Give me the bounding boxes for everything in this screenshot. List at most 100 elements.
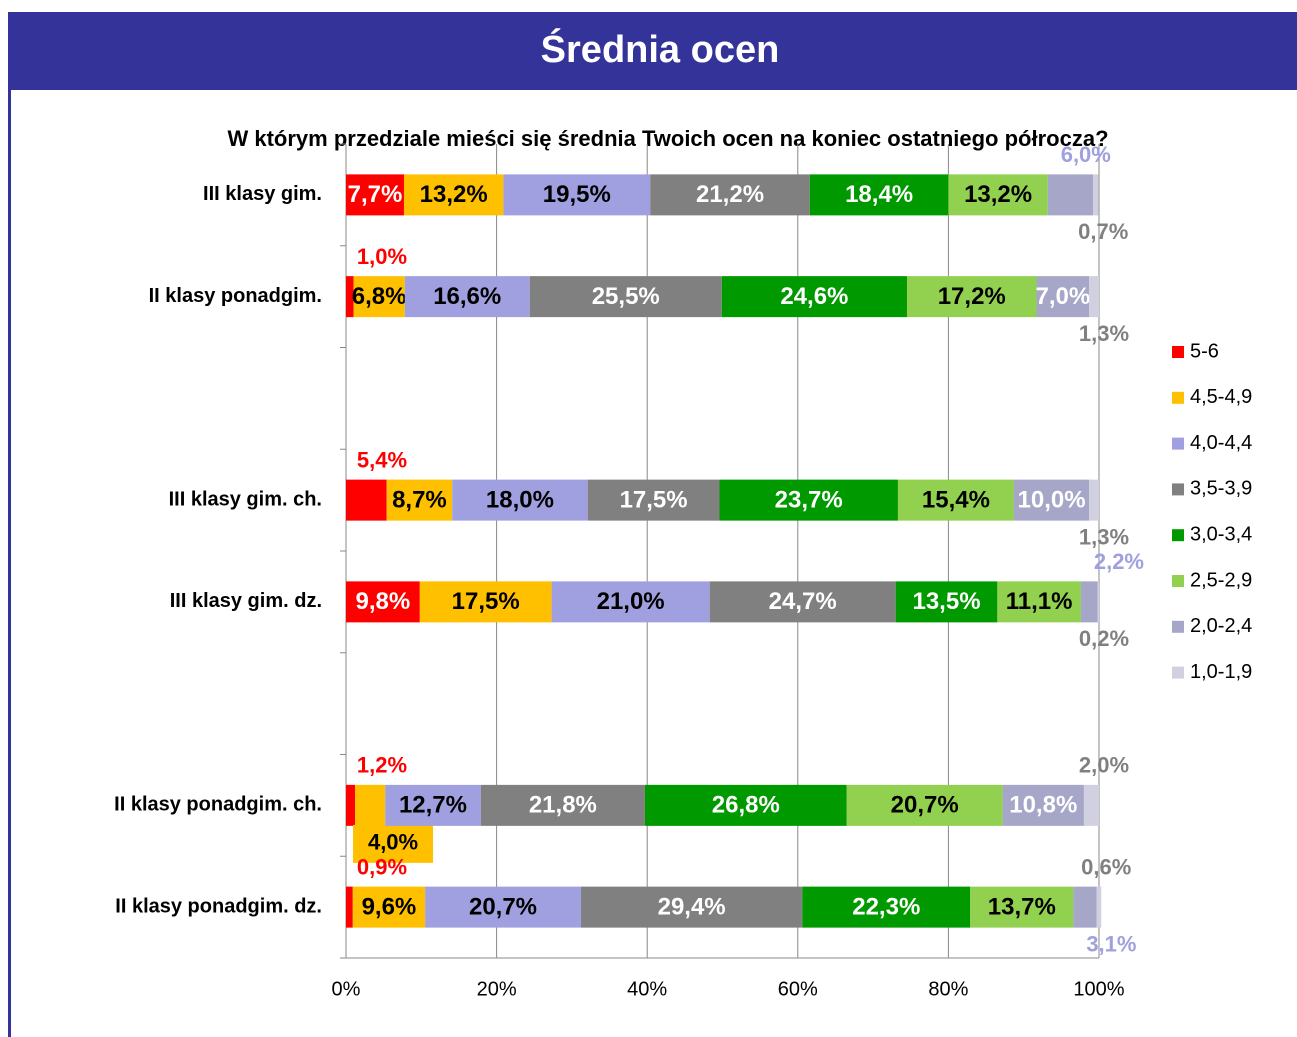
bar-segment xyxy=(346,784,356,826)
bar-segment xyxy=(353,276,405,318)
legend-label: 3,5-3,9 xyxy=(1190,478,1252,500)
value-label: 11,1% xyxy=(1006,588,1073,615)
bar-segment xyxy=(809,174,949,216)
bar-segment xyxy=(1089,479,1099,521)
value-label: 4,0% xyxy=(368,830,418,855)
legend-label: 5-6 xyxy=(1190,340,1219,362)
bar-segment xyxy=(721,276,907,318)
value-label: 3,1% xyxy=(1086,931,1136,956)
value-label: 25,5% xyxy=(592,283,660,310)
legend-swatch xyxy=(1172,346,1184,358)
bar-segment xyxy=(529,276,722,318)
bar-segment xyxy=(1013,479,1090,521)
category-label: II klasy ponadgim. dz. xyxy=(115,895,322,917)
legend-swatch xyxy=(1172,620,1184,633)
value-label: 2,0% xyxy=(1079,753,1129,778)
bar-segment xyxy=(1092,174,1099,216)
value-label: 18,0% xyxy=(486,486,554,513)
bar-segment xyxy=(1073,886,1097,928)
legend-label: 4,0-4,4 xyxy=(1190,432,1252,454)
bar-segment xyxy=(403,174,504,216)
legend-swatch xyxy=(1172,391,1184,404)
category-label: III klasy gim. dz. xyxy=(170,590,322,612)
value-label: 1,3% xyxy=(1079,321,1129,346)
bar-segment xyxy=(1002,784,1084,826)
bar-segment xyxy=(404,276,530,318)
bar-segment xyxy=(355,784,386,826)
value-label: 1,3% xyxy=(1079,524,1129,549)
bar-segment xyxy=(719,479,898,521)
bar-segment xyxy=(452,479,588,521)
bar-segment xyxy=(1097,581,1099,623)
x-tick-label: 0% xyxy=(332,978,361,1000)
value-label: 16,6% xyxy=(433,283,501,310)
bar-segment xyxy=(386,479,453,521)
legend-label: 1,0-1,9 xyxy=(1190,661,1252,683)
bar-segment xyxy=(846,784,1003,826)
bar-segment xyxy=(650,174,810,216)
value-label: 2,2% xyxy=(1094,549,1144,574)
value-label: 7,7% xyxy=(348,181,403,208)
value-label-box xyxy=(353,824,434,863)
bar-segment xyxy=(644,784,847,826)
bar-segment xyxy=(895,581,998,623)
value-label: 26,8% xyxy=(712,792,780,819)
category-label: III klasy gim. ch. xyxy=(169,488,322,510)
bar-segment xyxy=(352,886,426,928)
x-tick-label: 60% xyxy=(778,978,818,1000)
value-label: 9,8% xyxy=(356,588,411,615)
bar-segment xyxy=(425,886,581,928)
category-label: III klasy gim. xyxy=(203,183,322,205)
legend-swatch xyxy=(1172,575,1184,587)
bar-segment xyxy=(346,581,420,623)
value-label: 10,0% xyxy=(1018,486,1086,513)
value-label: 24,6% xyxy=(780,283,848,310)
value-label: 0,7% xyxy=(1078,219,1128,244)
value-label: 6,0% xyxy=(1061,142,1111,167)
bar-segment xyxy=(948,174,1048,216)
bar-segment xyxy=(580,886,803,928)
bar-segment xyxy=(802,886,971,928)
category-label: II klasy ponadgim. ch. xyxy=(114,794,322,816)
value-label: 7,0% xyxy=(1036,283,1091,310)
bar-segment xyxy=(906,276,1037,318)
value-label: 0,6% xyxy=(1081,854,1131,879)
bar-segment xyxy=(1080,581,1098,623)
value-label: 20,7% xyxy=(891,792,959,819)
value-label: 0,9% xyxy=(357,854,407,879)
bar-segment xyxy=(587,479,720,521)
legend-swatch xyxy=(1172,666,1184,679)
bar-segment xyxy=(503,174,651,216)
value-label: 6,8% xyxy=(352,283,407,310)
bar-segment xyxy=(970,886,1074,928)
value-label: 29,4% xyxy=(658,893,726,920)
value-label: 0,2% xyxy=(1079,626,1129,651)
bar-segment xyxy=(419,581,552,623)
bar-segment xyxy=(1096,886,1102,928)
value-label: 18,4% xyxy=(845,181,913,208)
bar-segment xyxy=(1036,276,1090,318)
bar-segment xyxy=(346,174,404,216)
bar-segment xyxy=(1089,276,1099,318)
bar-segment xyxy=(346,276,354,318)
value-label: 23,7% xyxy=(775,486,843,513)
legend-label: 2,5-2,9 xyxy=(1190,569,1252,591)
value-label: 19,5% xyxy=(543,181,611,208)
value-label: 21,2% xyxy=(696,181,764,208)
x-tick-label: 20% xyxy=(477,978,517,1000)
value-label: 22,3% xyxy=(852,893,920,920)
bar-segment xyxy=(385,784,481,826)
value-label: 13,2% xyxy=(964,181,1032,208)
value-label: 10,8% xyxy=(1009,792,1077,819)
legend-swatch xyxy=(1172,483,1184,496)
bar-segment xyxy=(709,581,896,623)
bar-segment xyxy=(1083,784,1099,826)
bar-segment xyxy=(1047,174,1093,216)
x-tick-label: 100% xyxy=(1073,978,1124,1000)
header-bar xyxy=(8,12,1297,90)
value-label: 1,0% xyxy=(357,244,407,269)
value-label: 9,6% xyxy=(362,893,417,920)
legend-label: 3,0-3,4 xyxy=(1190,523,1252,545)
bar-segment xyxy=(551,581,710,623)
